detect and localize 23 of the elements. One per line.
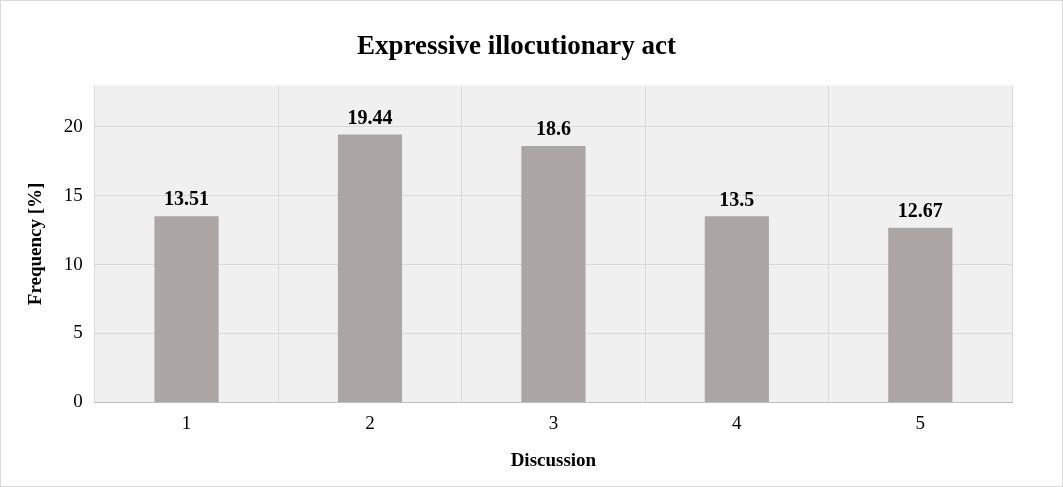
bar: [521, 146, 586, 402]
bar: [337, 134, 403, 402]
chart-title: Expressive illocutionary act: [357, 30, 676, 61]
x-tick-label: 5: [915, 411, 926, 433]
bar: [154, 216, 219, 402]
data-label: 19.44: [347, 105, 393, 128]
y-tick-label: 20: [63, 114, 83, 136]
y-tick-label: 10: [63, 252, 83, 274]
data-label: 12.67: [897, 198, 943, 221]
data-label: 18.6: [535, 117, 571, 140]
bar: [704, 216, 769, 402]
x-tick-label: 1: [181, 411, 192, 433]
x-tick-label: 2: [365, 411, 375, 433]
y-tick-label: 15: [63, 183, 83, 205]
y-tick-label: 0: [73, 390, 83, 412]
data-label: 13.51: [164, 187, 210, 210]
x-axis-title: Discussion: [510, 448, 597, 470]
data-label: 13.5: [719, 187, 755, 210]
y-tick-label: 5: [73, 321, 83, 343]
x-tick-label: 3: [548, 411, 559, 433]
x-tick-label: 4: [732, 411, 743, 433]
y-axis-title: Frequency [%]: [24, 182, 46, 306]
bar: [888, 227, 953, 402]
